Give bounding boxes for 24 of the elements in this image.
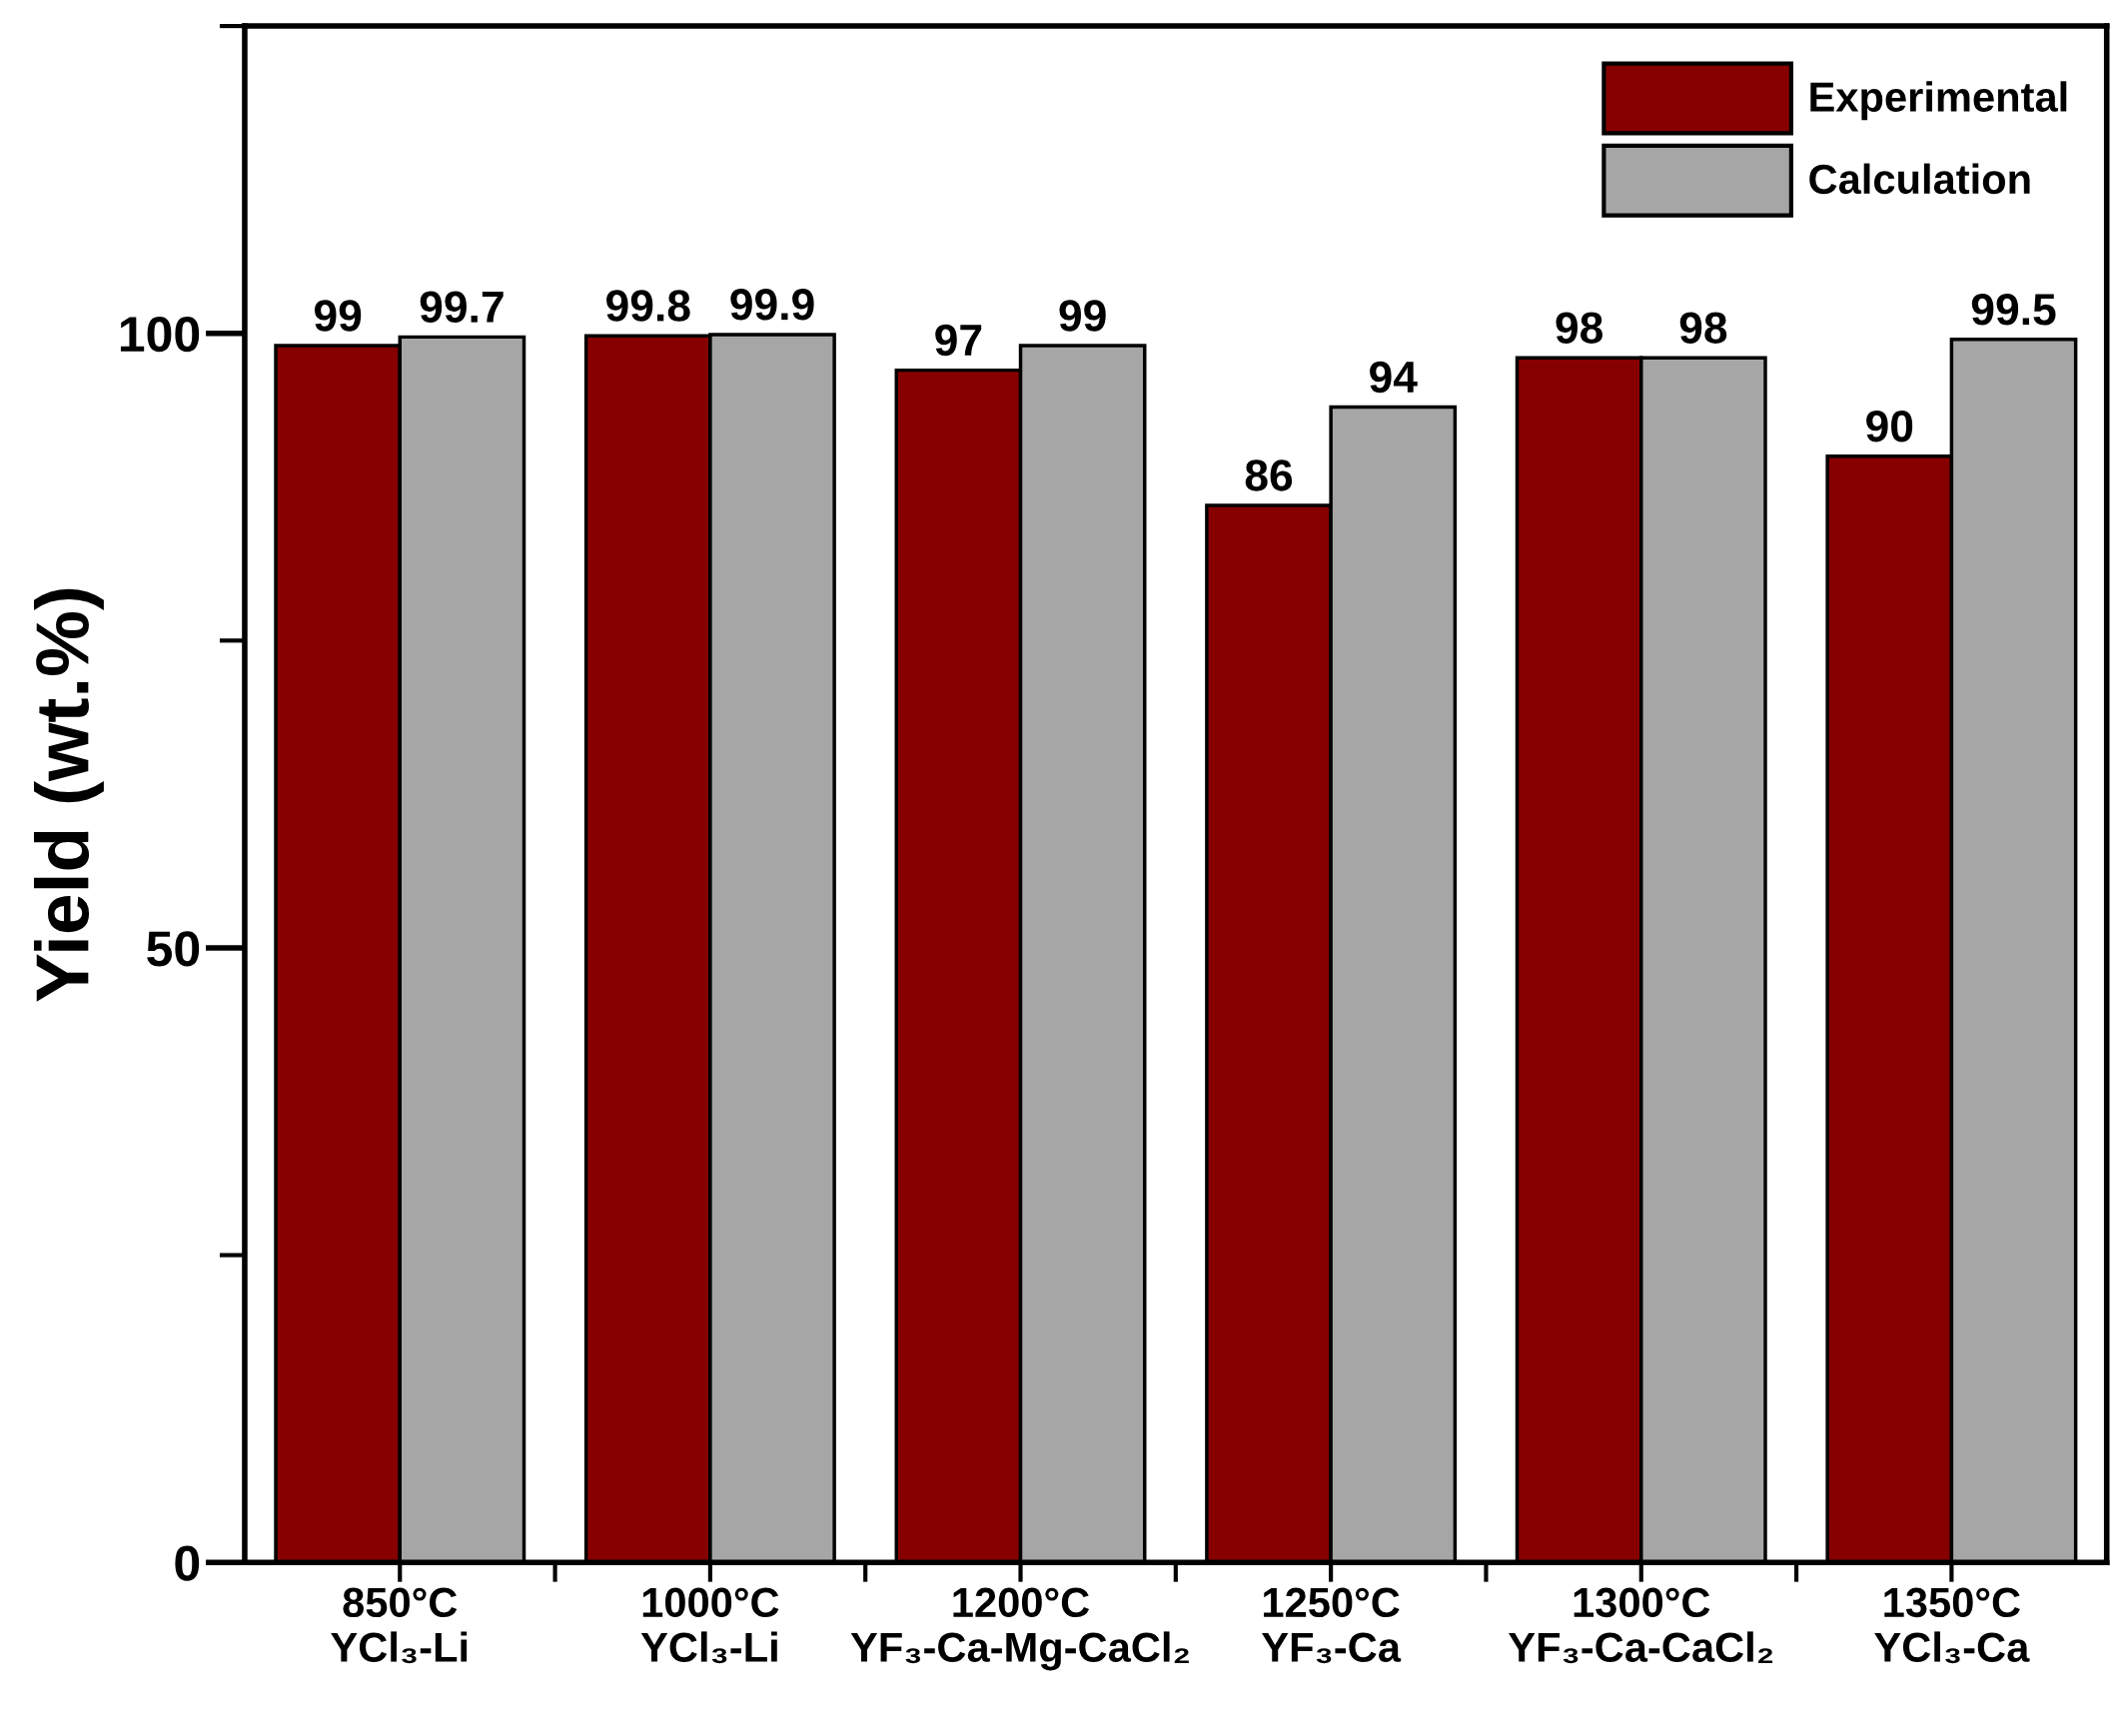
data-label: 99	[314, 300, 362, 332]
data-label: 86	[1245, 459, 1293, 491]
x-tick-label: 1250°C YF₃-Ca	[1262, 1587, 1402, 1664]
legend-label: Calculation	[1809, 163, 2030, 195]
y-tick-label: 100	[120, 316, 200, 353]
data-label: 98	[1556, 312, 1602, 344]
y-axis-title: Yield (wt.%)	[33, 588, 104, 1002]
data-label: 97	[935, 324, 982, 357]
x-tick-label: 850°C YCl₃-Li	[331, 1587, 468, 1664]
x-tick-label: 1350°C YCl₃-Ca	[1874, 1587, 2030, 1664]
data-label: 99	[1059, 300, 1106, 332]
data-label: 99.9	[730, 289, 814, 321]
legend-label: Experimental	[1810, 81, 2067, 121]
y-tick-label: 0	[175, 1545, 200, 1581]
data-label: 90	[1866, 410, 1913, 442]
x-tick-label: 1300°C YF₃-Ca-CaCl₂	[1508, 1587, 1773, 1664]
data-label: 94	[1370, 361, 1418, 394]
data-label: 99.5	[1971, 294, 2056, 326]
y-tick-label: 50	[147, 931, 200, 967]
x-tick-label: 1000°C YCl₃-Li	[640, 1587, 779, 1664]
x-tick-label: 1200°C YF₃-Ca-Mg-CaCl₂	[850, 1587, 1189, 1671]
data-label: 99.8	[606, 290, 690, 322]
data-label: 98	[1679, 312, 1727, 344]
data-label: 99.7	[420, 291, 504, 324]
